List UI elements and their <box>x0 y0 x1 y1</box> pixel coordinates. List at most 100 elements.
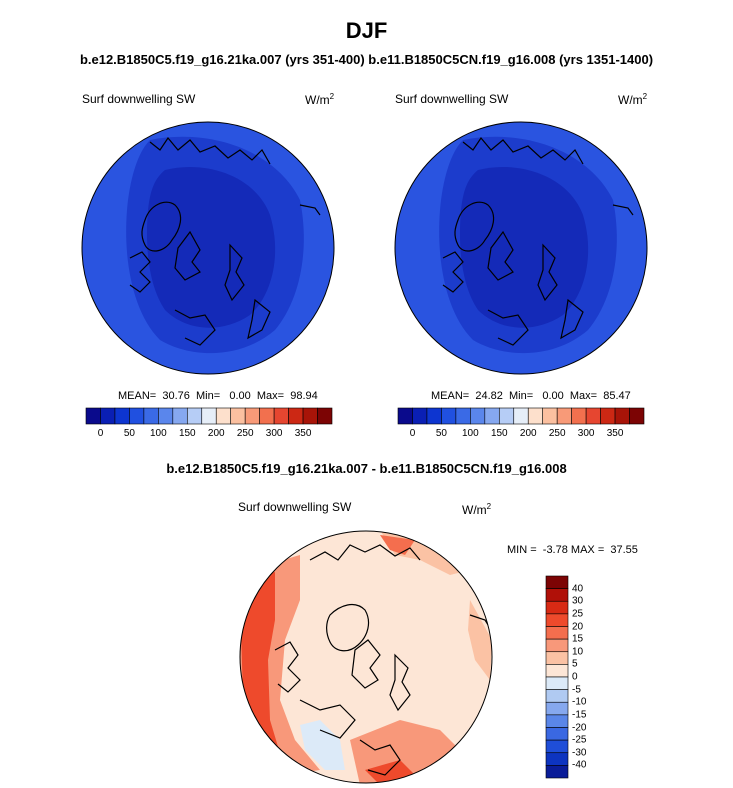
colorbar-swatch <box>545 689 569 703</box>
colorbar-swatch <box>545 626 569 640</box>
colorbar-swatch <box>172 407 188 425</box>
colorbar-tick-label: -25 <box>572 734 587 746</box>
colorbar-tick-label: 20 <box>572 621 584 632</box>
colorbar-swatch <box>527 407 544 425</box>
colorbar-swatch <box>484 407 500 425</box>
colorbar-swatch <box>441 407 457 425</box>
colorbar-tick-label: 15 <box>572 633 584 645</box>
colorbar-tick-label: -5 <box>572 684 581 696</box>
colorbar-swatch <box>545 739 569 754</box>
colorbar-swatch <box>129 407 145 425</box>
colorbar-swatch <box>186 407 203 425</box>
colorbar-tick-label: 300 <box>265 428 283 439</box>
difference-title: b.e12.B1850C5.f19_g16.21ka.007 - b.e11.B… <box>166 461 567 476</box>
colorbar-tick-label: 30 <box>572 595 584 607</box>
colorbar-tick-label: 150 <box>490 428 508 439</box>
case-subtitle: b.e12.B1850C5.f19_g16.21ka.007 (yrs 351-… <box>79 52 654 67</box>
right-panel-stats: MEAN= 24.82 Min= 0.00 Max= 85.47 <box>431 390 631 402</box>
colorbar-swatch <box>273 407 289 425</box>
right-map-border <box>394 121 648 375</box>
colorbar-swatch <box>259 407 275 425</box>
colorbar-tick-label: 0 <box>409 428 416 439</box>
colorbar-swatch <box>288 407 304 425</box>
colorbar-swatch <box>158 407 174 425</box>
colorbar-tick-label: 0 <box>97 428 104 439</box>
colorbar-swatch <box>545 664 569 678</box>
colorbar-swatch <box>556 407 572 425</box>
colorbar-swatch <box>545 701 569 716</box>
colorbar-swatch <box>100 407 116 425</box>
left-map-fill <box>82 122 334 374</box>
colorbar-tick-label: 200 <box>519 428 537 439</box>
colorbar-tick-label: 100 <box>150 428 167 439</box>
colorbar-swatch <box>571 407 587 425</box>
colorbar-swatch <box>545 714 569 728</box>
colorbar-tick-label: 40 <box>572 583 584 595</box>
diff-map-border <box>239 530 493 784</box>
colorbar-swatch <box>545 613 569 627</box>
page-title: DJF <box>345 18 388 43</box>
colorbar-swatch <box>545 676 569 690</box>
colorbar-swatch <box>614 407 630 425</box>
colorbar-tick-label: 150 <box>178 428 196 439</box>
colorbar-tick-label: 25 <box>572 608 584 620</box>
colorbar-tick-label: 50 <box>123 428 135 439</box>
diff-panel-units: W/m2 <box>462 502 492 517</box>
colorbar-swatch <box>545 575 569 589</box>
right-panel-variable: Surf downwelling SW <box>395 92 509 106</box>
left-panel-variable: Surf downwelling SW <box>82 92 196 106</box>
colorbar-tick-label: 100 <box>462 428 479 439</box>
colorbar-swatch <box>545 765 569 779</box>
colorbar-swatch <box>545 600 569 615</box>
colorbar-swatch <box>455 407 471 425</box>
colorbar-swatch <box>600 407 616 425</box>
colorbar-swatch <box>545 752 569 766</box>
colorbar-swatch <box>412 407 428 425</box>
colorbar-swatch <box>426 407 442 425</box>
colorbar-swatch <box>143 407 159 425</box>
left-coastlines <box>129 136 321 346</box>
colorbar-swatch <box>215 407 232 425</box>
colorbar-tick-label: 350 <box>294 428 312 439</box>
colorbar-swatch <box>85 407 101 425</box>
colorbar-swatch <box>397 407 413 425</box>
colorbar-tick-label: -15 <box>572 709 587 721</box>
colorbar-tick-label: 200 <box>207 428 225 439</box>
diff-panel-variable: Surf downwelling SW <box>238 500 352 514</box>
colorbar-tick-label: 50 <box>435 428 447 439</box>
left-panel-units: W/m2 <box>305 92 335 107</box>
colorbar-swatch <box>545 638 569 653</box>
colorbar-tick-label: 350 <box>606 428 624 439</box>
colorbar-swatch <box>230 407 246 425</box>
colorbar-swatch <box>114 407 130 425</box>
colorbar-swatch <box>629 407 645 425</box>
colorbar-swatch <box>585 407 601 425</box>
right-panel-units: W/m2 <box>618 92 648 107</box>
colorbar-tick-label: 5 <box>572 658 578 670</box>
colorbar-tick-label: -40 <box>572 759 587 771</box>
left-map-border <box>81 121 335 375</box>
colorbar-swatch <box>542 407 558 425</box>
colorbar-swatch <box>513 407 529 425</box>
colorbar-tick-label: 10 <box>572 646 584 658</box>
colorbar-tick-label: 250 <box>548 428 566 439</box>
colorbar-swatch <box>244 407 260 425</box>
right-colorbar <box>397 407 645 425</box>
right-map-fill <box>395 122 647 374</box>
left-colorbar <box>85 407 333 425</box>
diff-colorbar <box>545 575 569 779</box>
colorbar-swatch <box>302 407 318 425</box>
colorbar-tick-label: -10 <box>572 696 587 708</box>
colorbar-swatch <box>545 727 569 741</box>
colorbar-tick-label: -20 <box>572 722 587 733</box>
colorbar-swatch <box>470 407 486 425</box>
colorbar-swatch <box>545 588 569 602</box>
colorbar-swatch <box>317 407 333 425</box>
colorbar-swatch <box>201 407 217 425</box>
colorbar-tick-label: 0 <box>572 671 578 683</box>
right-coastlines <box>442 136 634 346</box>
colorbar-swatch <box>545 651 569 665</box>
left-panel-stats: MEAN= 30.76 Min= 0.00 Max= 98.94 <box>118 390 318 402</box>
colorbar-tick-label: 250 <box>236 428 254 439</box>
